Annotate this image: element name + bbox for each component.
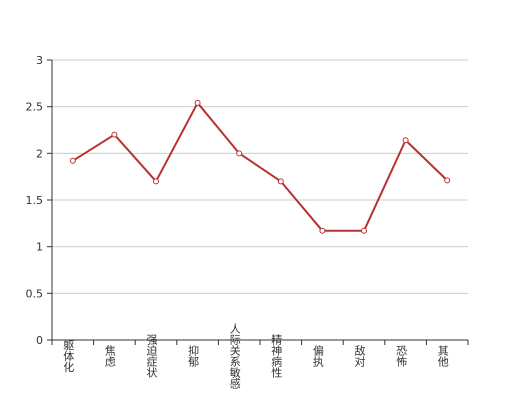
x-tick-label: 其他: [436, 345, 449, 367]
series-group: [69, 99, 451, 234]
data-point[interactable]: [69, 157, 76, 164]
y-tick-label: 0: [36, 334, 43, 347]
data-point[interactable]: [153, 178, 159, 185]
series-line: [72, 101, 448, 232]
x-tick-label: 抑郁: [187, 344, 200, 367]
x-tick-label: 精神病性: [270, 334, 283, 379]
y-tick-label: 2: [36, 147, 43, 160]
data-point[interactable]: [319, 227, 326, 234]
tick-labels: 0 0.5 1 1.5 2 2.5 3 躯体化 焦虑 强迫症状 抑郁 人际关系敏感 精神病性 偏执 敌对 恐怖…: [26, 54, 450, 389]
x-tick-label: 强迫症状: [145, 334, 158, 378]
x-tick-label: 躯体化: [62, 339, 75, 373]
y-tick-label: 1.5: [26, 194, 44, 207]
y-tick-label: 2.5: [26, 101, 44, 114]
y-tick-label: 0.5: [26, 287, 44, 300]
data-point[interactable]: [402, 137, 409, 144]
x-tick-label: 人际关系敏感: [228, 323, 241, 389]
x-tick-label: 敌对: [353, 344, 366, 367]
x-tick-label: 焦虑: [103, 345, 116, 367]
data-point[interactable]: [194, 99, 201, 106]
axes: [47, 59, 469, 345]
data-point[interactable]: [111, 131, 118, 138]
data-point[interactable]: [361, 227, 367, 234]
y-tick-label: 3: [36, 54, 43, 67]
data-point[interactable]: [277, 178, 284, 185]
x-tick-label: 恐怖: [395, 345, 408, 367]
grid-lines: [52, 59, 468, 294]
y-tick-label: 1: [36, 241, 43, 254]
data-point[interactable]: [236, 150, 243, 157]
x-tick-label: 偏执: [311, 344, 324, 368]
data-point[interactable]: [444, 177, 451, 184]
